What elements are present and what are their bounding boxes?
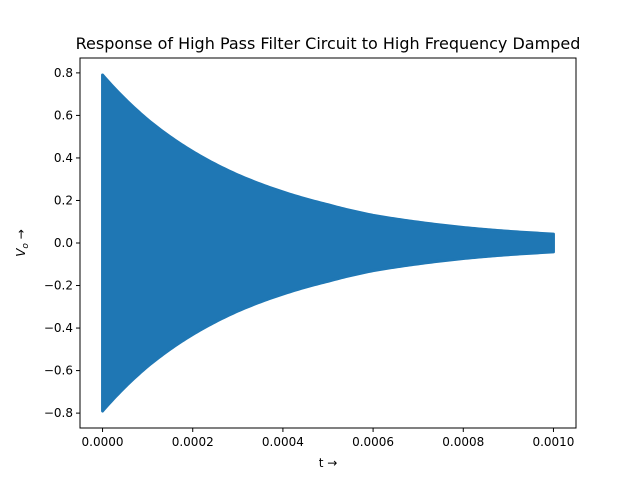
plot-area [79, 57, 577, 429]
x-tick-label: 0.0008 [442, 435, 484, 449]
y-tick-label: 0.8 [54, 66, 73, 80]
y-tick-label: −0.2 [44, 279, 73, 293]
y-axis-label-subscript: o [21, 243, 31, 249]
x-tick-label: 0.0002 [172, 435, 214, 449]
y-axis-label: Vo → [14, 229, 31, 257]
y-tick-label: −0.6 [44, 364, 73, 378]
y-axis-label-main: V [14, 248, 28, 257]
chart-title: Response of High Pass Filter Circuit to … [76, 34, 581, 53]
y-axis: 0.8 0.6 0.4 0.2 0.0 −0.2 −0.4 −0.6 −0.8 [44, 66, 80, 420]
y-tick-label: 0.0 [54, 236, 73, 250]
x-tick-label: 0.0010 [532, 435, 574, 449]
x-tick-label: 0.0000 [82, 435, 124, 449]
y-tick-label: −0.8 [44, 406, 73, 420]
y-axis-label-arrow: → [14, 229, 28, 243]
x-axis-label: t → [319, 456, 338, 470]
x-tick-label: 0.0004 [262, 435, 304, 449]
y-tick-label: 0.6 [54, 108, 73, 122]
y-tick-label: 0.4 [54, 151, 73, 165]
y-tick-label: 0.2 [54, 193, 73, 207]
signal-series [101, 73, 555, 413]
y-tick-label: −0.4 [44, 321, 73, 335]
x-axis: 0.0000 0.0002 0.0004 0.0006 0.0008 0.0010 [82, 428, 574, 449]
x-tick-label: 0.0006 [352, 435, 394, 449]
